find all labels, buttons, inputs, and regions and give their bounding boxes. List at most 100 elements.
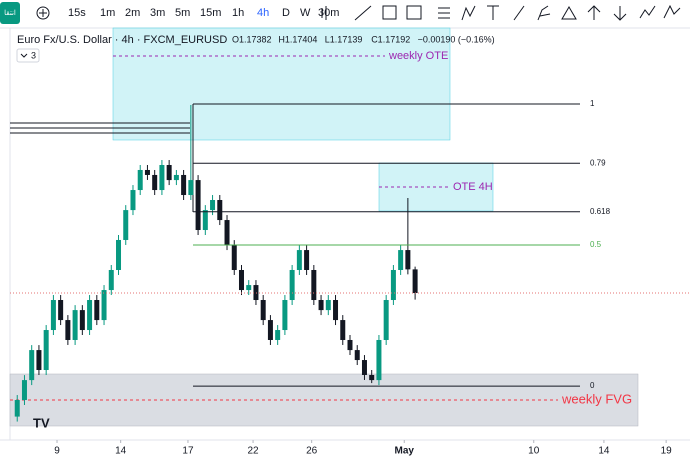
- tool-icon[interactable]: [663, 4, 681, 19]
- indicator-count: 3: [31, 50, 36, 60]
- candle-body: [123, 210, 129, 240]
- tool-icon[interactable]: [537, 5, 551, 21]
- candle-body: [325, 300, 331, 311]
- add-symbol-icon[interactable]: [36, 6, 50, 20]
- drawing-tools: [321, 4, 681, 21]
- candle-body: [246, 285, 252, 291]
- ohlc-value: H1.17404: [278, 34, 317, 44]
- toolbar-button[interactable]: [0, 2, 20, 24]
- candle-body: [87, 300, 93, 331]
- candle-body: [188, 180, 194, 196]
- candle-body: [340, 320, 346, 340]
- candle-body: [195, 180, 201, 231]
- fib-level-label: 0.618: [590, 207, 611, 216]
- x-tick-label: 14: [115, 446, 127, 457]
- x-tick-label: 9: [54, 446, 60, 457]
- tool-icon[interactable]: [354, 5, 372, 21]
- interval-button[interactable]: D: [282, 7, 290, 19]
- ohlc-value: C1.17192: [371, 34, 410, 44]
- x-tick-label: 14: [598, 446, 610, 457]
- candle-body: [101, 290, 107, 321]
- fib-level-label: 0.79: [590, 158, 606, 167]
- horizontal-lines[interactable]: [10, 122, 190, 134]
- candle-body: [376, 339, 382, 381]
- interval-button[interactable]: 1h: [232, 7, 244, 19]
- x-tick-label: 10: [528, 446, 540, 457]
- candle-body: [231, 245, 237, 270]
- interval-button[interactable]: 15s: [68, 7, 86, 19]
- interval-button[interactable]: 5m: [175, 7, 190, 19]
- candle-body: [152, 174, 158, 191]
- ote-4h-label: OTE 4H: [453, 181, 493, 193]
- tool-icon[interactable]: [438, 7, 450, 19]
- ohlc-value: L1.17139: [325, 34, 363, 44]
- weekly-ote-label: weekly OTE: [388, 50, 448, 62]
- fib-level-label: 1: [590, 99, 595, 108]
- candle-body: [304, 250, 310, 270]
- candle-body: [144, 169, 150, 175]
- tool-icon[interactable]: [321, 6, 327, 20]
- candle-body: [43, 330, 49, 371]
- candle-body: [36, 350, 42, 371]
- candle-body: [137, 169, 143, 191]
- tool-icon[interactable]: [461, 5, 476, 21]
- toolbar-bg: [0, 0, 690, 28]
- candle-body: [79, 310, 85, 331]
- interval-button[interactable]: 1m: [100, 7, 115, 19]
- ohlc-legend: O1.17382 H1.17404 L1.17139 C1.17192 −0.00190…: [232, 34, 495, 44]
- x-tick-label: 26: [306, 446, 318, 457]
- fib-level-label: 0.5: [590, 240, 602, 249]
- candle-body: [289, 269, 295, 301]
- ohlc-value: O1.17382: [232, 34, 272, 44]
- interval-button[interactable]: 3m: [150, 7, 165, 19]
- candle-body: [347, 339, 353, 351]
- candle-body: [253, 285, 259, 301]
- ohlc-value: −0.00190 (−0.16%): [418, 34, 495, 44]
- tool-icon[interactable]: [406, 5, 422, 20]
- tool-icon[interactable]: [513, 5, 525, 21]
- interval-button[interactable]: 4h: [257, 7, 269, 19]
- candle-body: [260, 300, 266, 321]
- candle-body: [238, 269, 244, 291]
- symbol-title: Euro Fx/U.S. Dollar · 4h · FXCM_EURUSD: [17, 34, 227, 46]
- candle-body: [159, 165, 165, 191]
- x-tick-label: 17: [182, 446, 194, 457]
- tool-icon[interactable]: [613, 6, 627, 21]
- candle-body: [398, 250, 404, 270]
- tool-icon[interactable]: [382, 5, 397, 20]
- weekly-ote-box[interactable]: [112, 27, 451, 141]
- candle-body: [210, 199, 216, 211]
- candle-body: [361, 360, 367, 375]
- tv-logo: TV: [33, 415, 50, 430]
- candle-body: [14, 400, 20, 417]
- interval-button[interactable]: 15m: [200, 7, 221, 19]
- candle-body: [282, 300, 288, 331]
- candle-body: [275, 330, 281, 340]
- candle-body: [224, 220, 230, 246]
- interval-button[interactable]: 30m: [318, 7, 339, 19]
- candle-body: [181, 174, 187, 196]
- interval-button[interactable]: 2m: [125, 7, 140, 19]
- tool-icon[interactable]: [587, 5, 601, 20]
- candle-body: [173, 174, 179, 181]
- candle-body: [65, 320, 71, 340]
- candle-body: [58, 300, 64, 321]
- x-tick-label: 19: [661, 446, 673, 457]
- candle-body: [166, 165, 172, 181]
- add-symbol-icon-plus: [39, 9, 47, 17]
- interval-button[interactable]: W: [300, 7, 311, 19]
- candle-body: [217, 199, 223, 221]
- tool-icon[interactable]: [561, 6, 577, 20]
- tool-icon[interactable]: [639, 5, 656, 19]
- tool-icon[interactable]: [487, 5, 499, 20]
- indicator-toggle[interactable]: [16, 48, 40, 63]
- candle-body: [50, 300, 56, 331]
- fib-level-label: 0: [590, 381, 595, 390]
- candle-body: [29, 350, 35, 381]
- candle-body: [72, 310, 78, 340]
- candle-body: [333, 300, 339, 321]
- candle-body: [390, 269, 396, 301]
- x-tick-label: May: [395, 446, 415, 457]
